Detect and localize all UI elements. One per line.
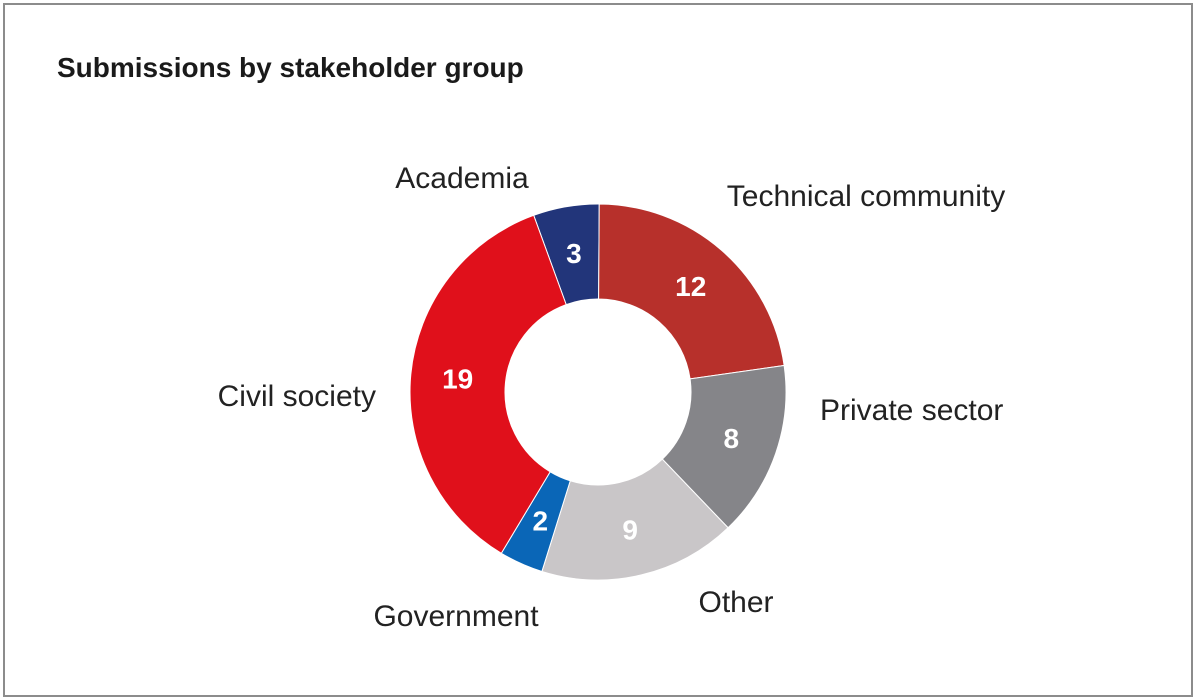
value-label-technical-community: 12 <box>675 271 706 302</box>
slice-other <box>541 458 729 581</box>
category-label-technical-community: Technical community <box>727 180 1005 213</box>
chart-frame <box>3 3 1193 697</box>
donut-labels: 3 Academia 12 Technical community 8 Private s… <box>218 162 1006 633</box>
slice-private-sector <box>661 364 787 529</box>
donut-slices <box>409 203 787 581</box>
category-label-government: Government <box>373 600 539 633</box>
value-label-private-sector: 8 <box>723 423 739 454</box>
slice-civil-society <box>409 214 567 554</box>
chart-title: Submissions by stakeholder group <box>57 52 524 83</box>
category-label-civil-society: Civil society <box>218 380 376 413</box>
value-label-other: 9 <box>622 514 638 545</box>
category-label-academia: Academia <box>395 162 529 195</box>
value-label-academia: 3 <box>566 238 582 269</box>
value-label-civil-society: 19 <box>442 364 473 395</box>
value-label-government: 2 <box>533 506 549 537</box>
category-label-private-sector: Private sector <box>820 394 1003 427</box>
slice-technical-community <box>598 203 785 380</box>
category-label-other: Other <box>698 586 773 619</box>
